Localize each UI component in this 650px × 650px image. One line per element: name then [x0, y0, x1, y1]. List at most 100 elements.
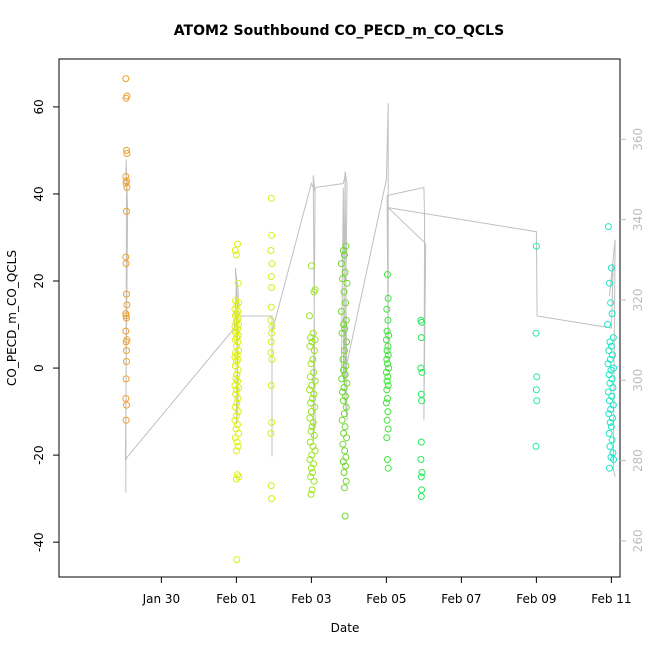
data-point	[234, 408, 242, 416]
data-point	[310, 347, 318, 355]
data-point	[384, 316, 392, 324]
data-point	[307, 399, 315, 407]
data-point	[268, 231, 276, 239]
data-point	[340, 384, 348, 392]
data-point	[309, 419, 317, 426]
data-point	[608, 375, 616, 383]
series-cluster-feb10	[532, 242, 541, 450]
data-point	[308, 451, 316, 459]
data-point	[232, 475, 240, 483]
data-point	[307, 473, 315, 481]
data-point	[308, 423, 316, 431]
data-point	[122, 75, 130, 83]
data-point	[267, 382, 275, 389]
data-point	[384, 408, 392, 416]
data-point	[340, 366, 348, 374]
data-point	[232, 386, 240, 394]
data-point	[122, 327, 130, 335]
y2-tick-label: 320	[631, 288, 645, 311]
data-point	[233, 556, 241, 564]
data-point	[122, 253, 130, 261]
data-point	[532, 442, 540, 450]
data-point	[233, 438, 241, 446]
axes-layer: Jan 30 Feb 01 Feb 03 Feb 05 Feb 07 Feb 09 Feb …	[32, 99, 645, 606]
data-point	[606, 464, 613, 472]
data-point	[233, 371, 241, 379]
data-point	[307, 408, 315, 416]
data-point	[231, 382, 239, 389]
data-point	[418, 469, 426, 476]
data-point	[307, 427, 315, 435]
data-point	[306, 312, 313, 320]
data-point	[341, 447, 349, 455]
data-point	[609, 351, 616, 359]
altitude-trace-layer	[124, 103, 616, 493]
data-point	[232, 358, 240, 365]
data-point	[607, 423, 615, 431]
data-point	[235, 299, 243, 307]
x-tick-label: Feb 05	[366, 592, 406, 606]
data-point	[309, 395, 316, 402]
data-point	[122, 173, 130, 180]
data-point	[606, 279, 613, 287]
data-point	[122, 94, 130, 102]
data-point	[383, 386, 391, 394]
data-point	[342, 462, 349, 470]
data-point	[384, 294, 392, 302]
data-point	[267, 247, 275, 254]
data-point	[123, 146, 130, 154]
y-tick-label: 60	[32, 99, 46, 114]
data-point	[310, 460, 318, 468]
data-point	[308, 338, 316, 346]
data-point	[417, 390, 425, 398]
data-point	[267, 349, 275, 357]
data-point	[384, 360, 391, 368]
data-point	[309, 442, 317, 450]
x-tick-label: Feb 07	[441, 592, 481, 606]
data-point	[340, 321, 348, 328]
data-point	[308, 486, 316, 494]
data-point	[342, 477, 350, 485]
data-point	[310, 390, 318, 398]
data-point	[417, 456, 425, 463]
y-tick-label: 40	[32, 186, 46, 201]
data-point	[122, 395, 130, 402]
data-point	[123, 314, 130, 322]
data-point	[268, 329, 276, 337]
data-point	[340, 469, 348, 476]
data-point	[235, 473, 243, 481]
data-point	[233, 351, 241, 359]
data-point	[235, 429, 243, 437]
data-point	[608, 310, 616, 318]
data-point	[343, 338, 351, 346]
data-point	[382, 399, 390, 407]
data-point	[417, 364, 425, 372]
x-tick-label: Jan 30	[142, 592, 181, 606]
data-point	[606, 397, 613, 405]
data-point	[235, 384, 243, 392]
data-point	[267, 273, 275, 281]
data-point	[606, 419, 614, 426]
data-point	[123, 150, 131, 157]
data-point	[337, 308, 345, 315]
data-point	[307, 360, 315, 368]
data-point	[605, 410, 613, 418]
data-point	[609, 449, 617, 457]
data-point	[533, 373, 541, 381]
data-point	[340, 429, 348, 437]
data-point	[383, 305, 391, 313]
data-point	[417, 334, 425, 342]
data-point	[339, 275, 346, 283]
data-point	[341, 268, 349, 276]
data-point	[309, 355, 317, 363]
data-point	[384, 342, 392, 350]
data-point	[340, 288, 348, 296]
data-point	[123, 401, 130, 409]
data-point	[234, 366, 242, 374]
y-axis-label: CO_PECD_m_CO_QCLS	[5, 250, 19, 386]
altitude-trace-line	[124, 103, 616, 493]
data-point	[339, 397, 347, 405]
data-point	[384, 351, 392, 359]
